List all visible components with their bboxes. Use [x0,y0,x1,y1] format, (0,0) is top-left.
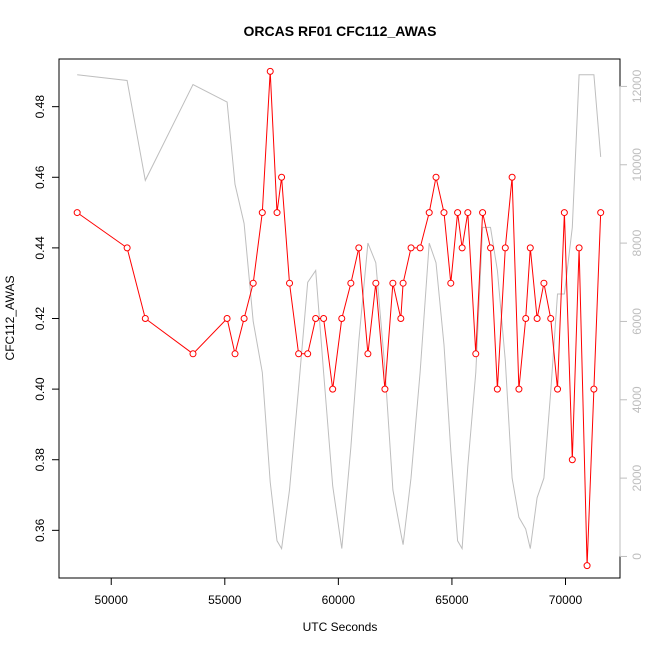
x-tick-label: 60000 [322,593,356,607]
data-point [487,244,495,252]
data-point [189,350,197,358]
data-point [440,209,448,217]
data-point [347,279,355,287]
x-tick-label: 70000 [549,593,583,607]
data-point [295,350,303,358]
y-tick-label: 0.46 [33,165,47,189]
data-point [464,209,472,217]
data-point [454,209,462,217]
data-point [381,385,389,393]
data-point [540,279,548,287]
data-point [278,173,286,181]
data-point [320,315,328,322]
y2-tick-label: 8000 [630,229,644,256]
data-point [432,173,440,181]
x-axis-label: UTC Seconds [303,620,378,634]
data-point [73,209,81,217]
data-point [425,209,433,217]
y-tick-label: 0.40 [33,377,47,401]
data-point [312,315,320,322]
data-point [407,244,415,252]
y-tick-label: 0.44 [33,236,47,260]
data-point [493,385,501,393]
data-point [508,173,516,181]
data-point [399,279,407,287]
data-point [583,562,591,570]
y-tick-label: 0.36 [33,518,47,542]
data-point [364,350,372,358]
chart-title: ORCAS RF01 CFC112_AWAS [244,23,437,39]
data-point [372,279,380,287]
data-point [526,244,534,252]
data-point [472,350,480,358]
y2-tick-label: 2000 [630,464,644,491]
data-point [304,350,312,358]
data-point [231,350,239,358]
y2-tick-label: 6000 [630,308,644,335]
y-tick-label: 0.38 [33,448,47,472]
series-right-axis [77,74,602,551]
y-axis-label: CFC112_AWAS [3,276,17,361]
data-point [590,385,598,393]
data-point [547,315,555,322]
x-axis: 50000 55000 60000 65000 70000 [95,577,583,607]
y2-tick-label: 0 [630,553,644,560]
data-point [479,209,487,217]
x-tick-label: 65000 [435,593,469,607]
y-axis-left: 0.36 0.38 0.40 0.42 0.44 0.46 0.48 [33,95,60,542]
data-point [597,209,605,217]
series-line [77,74,602,551]
data-point [515,385,523,393]
data-point [501,244,509,252]
data-point [554,385,562,393]
data-point [575,244,583,252]
x-tick-label: 55000 [208,593,242,607]
data-point [389,279,397,287]
data-point [273,209,281,217]
data-point [458,244,466,252]
data-point [416,244,424,252]
data-point [258,209,266,217]
data-point [249,279,257,287]
data-point [447,279,455,287]
y2-tick-label: 12000 [630,69,644,103]
data-point [568,456,576,464]
y-tick-label: 0.42 [33,306,47,330]
y-tick-label: 0.48 [33,95,47,119]
x-tick-label: 50000 [95,593,129,607]
data-point [141,315,149,322]
data-point [266,67,274,75]
y2-tick-label: 4000 [630,386,644,413]
data-point [240,315,248,322]
data-point [533,315,541,322]
data-point [329,385,337,393]
data-point [397,315,405,322]
data-point [286,279,294,287]
series-left-axis [73,67,605,570]
data-point [355,244,363,252]
data-point [338,315,346,322]
data-point [560,209,568,217]
data-point [223,315,231,322]
data-point [522,315,530,322]
data-point [123,244,131,252]
y2-tick-label: 10000 [630,148,644,182]
y-axis-right: 0 2000 4000 6000 8000 10000 12000 [619,69,644,560]
